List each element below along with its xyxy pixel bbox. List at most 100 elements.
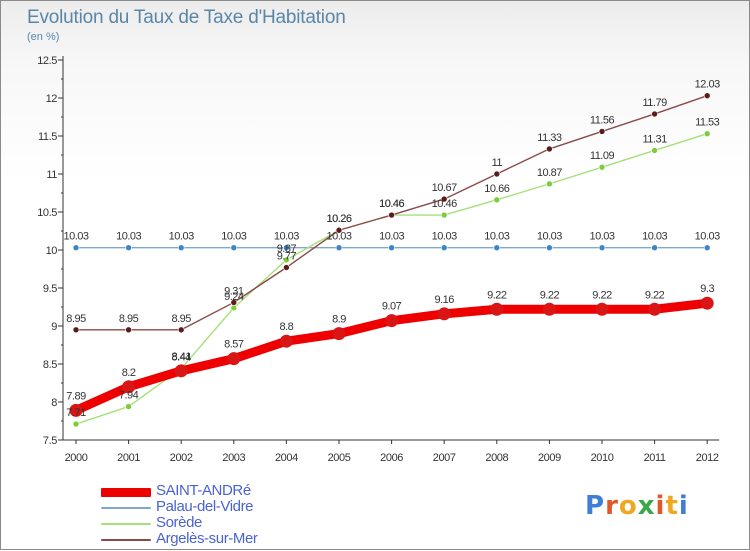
data-label-saint-andr: 7.89 xyxy=(66,390,86,402)
data-point-saint-andr xyxy=(490,302,504,316)
data-point-argel-s-sur-mer xyxy=(72,326,80,334)
data-label-palau-del-vidre: 10.03 xyxy=(695,231,720,243)
data-label-sor-de: 10.46 xyxy=(432,198,457,210)
data-point-argel-s-sur-mer xyxy=(546,145,553,153)
data-label-sor-de: 7.94 xyxy=(119,390,139,402)
data-label-sor-de: 10.87 xyxy=(537,167,562,179)
logo-letter: x xyxy=(637,491,656,521)
data-point-saint-andr xyxy=(227,352,241,366)
legend-label: SAINT-ANDRé xyxy=(156,482,251,499)
data-label-palau-del-vidre: 10.03 xyxy=(274,231,299,243)
data-label-argel-s-sur-mer: 11 xyxy=(492,157,503,169)
data-point-saint-andr xyxy=(700,296,714,310)
x-tick-label: 2001 xyxy=(117,452,140,464)
data-point-palau-del-vidre xyxy=(651,244,658,252)
data-label-saint-andr: 8.41 xyxy=(171,351,191,363)
x-tick-label: 2003 xyxy=(222,452,245,464)
data-point-palau-del-vidre xyxy=(598,244,606,252)
data-label-argel-s-sur-mer: 11.79 xyxy=(642,97,667,109)
data-label-saint-andr: 9.22 xyxy=(592,289,612,301)
data-point-sor-de xyxy=(283,256,290,264)
data-point-palau-del-vidre xyxy=(546,244,553,252)
y-tick-label: 11 xyxy=(46,169,57,181)
y-tick-label: 12.5 xyxy=(37,55,57,67)
y-tick-label: 9 xyxy=(51,321,57,333)
data-label-argel-s-sur-mer: 12.03 xyxy=(695,79,720,91)
data-point-sor-de xyxy=(440,211,448,219)
data-point-sor-de xyxy=(703,130,711,138)
data-label-saint-andr: 9.22 xyxy=(487,289,507,301)
data-point-saint-andr xyxy=(69,403,83,417)
x-tick-label: 2009 xyxy=(538,452,561,464)
series-line-sor-de xyxy=(75,133,708,425)
data-point-saint-andr xyxy=(385,314,399,328)
data-label-sor-de: 11.09 xyxy=(590,150,615,162)
data-label-argel-s-sur-mer: 11.56 xyxy=(590,114,615,126)
data-point-argel-s-sur-mer xyxy=(283,264,290,271)
data-label-palau-del-vidre: 10.03 xyxy=(589,231,614,243)
y-tick-label: 8 xyxy=(51,397,57,409)
chart-subtitle: (en %) xyxy=(27,31,60,43)
x-tick-label: 2002 xyxy=(170,452,193,464)
data-label-argel-s-sur-mer: 9.31 xyxy=(224,285,244,297)
x-tick-label: 2010 xyxy=(591,452,614,464)
x-tick-label: 2011 xyxy=(644,452,666,464)
data-point-argel-s-sur-mer xyxy=(651,110,658,118)
data-point-argel-s-sur-mer xyxy=(440,195,448,203)
data-label-argel-s-sur-mer: 11.33 xyxy=(537,132,562,144)
data-point-palau-del-vidre xyxy=(177,244,185,252)
data-point-palau-del-vidre xyxy=(440,244,448,252)
data-label-argel-s-sur-mer: 8.95 xyxy=(171,313,191,325)
data-point-sor-de xyxy=(493,196,501,204)
data-label-palau-del-vidre: 10.03 xyxy=(326,231,351,243)
data-label-sor-de: 10.46 xyxy=(379,198,404,210)
data-label-argel-s-sur-mer: 8.95 xyxy=(119,313,139,325)
data-point-palau-del-vidre xyxy=(388,244,395,252)
proxiti-logo: Proxiti xyxy=(585,491,689,521)
data-label-palau-del-vidre: 10.03 xyxy=(642,231,667,243)
x-tick-label: 2012 xyxy=(696,452,719,464)
data-label-saint-andr: 8.8 xyxy=(280,321,294,333)
y-tick-label: 10 xyxy=(46,245,58,257)
data-label-saint-andr: 9.22 xyxy=(645,289,665,301)
logo-letter: t xyxy=(665,491,679,521)
chart-title: Evolution du Taux de Taxe d'Habitation xyxy=(27,7,346,28)
y-tick-label: 11.5 xyxy=(38,131,57,143)
x-tick-label: 2004 xyxy=(275,452,298,464)
data-label-saint-andr: 8.9 xyxy=(332,314,346,326)
legend-label: Argelès-sur-Mer xyxy=(156,530,258,547)
data-label-sor-de: 9.24 xyxy=(224,291,244,303)
data-point-sor-de xyxy=(125,403,132,410)
logo-letter: i xyxy=(678,491,689,521)
data-point-saint-andr xyxy=(648,302,662,316)
data-label-palau-del-vidre: 10.03 xyxy=(379,231,404,243)
data-label-saint-andr: 9.07 xyxy=(382,301,402,313)
y-tick-label: 8.5 xyxy=(43,359,57,371)
y-tick-label: 10.5 xyxy=(37,207,57,219)
data-point-sor-de xyxy=(546,180,553,188)
data-label-argel-s-sur-mer: 10.67 xyxy=(432,182,457,194)
data-label-saint-andr: 9.22 xyxy=(540,289,560,301)
data-point-saint-andr xyxy=(437,307,451,321)
data-label-palau-del-vidre: 10.03 xyxy=(221,231,246,243)
data-point-saint-andr xyxy=(542,302,556,316)
data-point-argel-s-sur-mer xyxy=(388,211,395,219)
data-point-argel-s-sur-mer xyxy=(493,170,501,178)
data-label-argel-s-sur-mer: 10.46 xyxy=(379,198,404,210)
legend-swatch xyxy=(101,539,151,541)
logo-letter: o xyxy=(618,491,638,521)
x-tick-label: 2007 xyxy=(433,452,456,464)
legend-label: Palau-del-Vidre xyxy=(156,498,254,515)
data-point-palau-del-vidre xyxy=(493,244,501,252)
data-label-palau-del-vidre: 10.03 xyxy=(63,231,88,243)
y-tick-label: 7.5 xyxy=(43,435,57,447)
data-point-palau-del-vidre xyxy=(125,244,132,252)
y-tick-label: 9.5 xyxy=(43,283,57,295)
data-label-palau-del-vidre: 10.03 xyxy=(537,231,562,243)
data-label-palau-del-vidre: 10.03 xyxy=(169,231,194,243)
legend-swatch xyxy=(101,507,151,509)
data-point-saint-andr xyxy=(174,364,188,378)
legend-swatch xyxy=(101,488,151,497)
logo-letter: P xyxy=(585,491,606,521)
